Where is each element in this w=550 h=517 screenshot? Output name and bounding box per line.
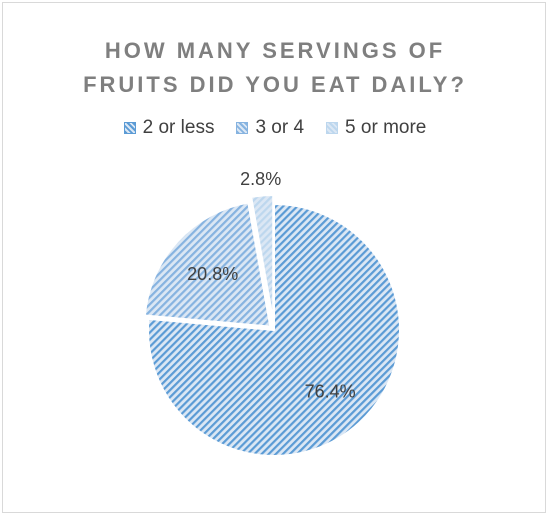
pie-slices (143, 194, 401, 457)
data-label-5-or-more: 2.8% (240, 169, 281, 189)
legend-swatch-2-or-less (123, 122, 136, 134)
legend-item-3-or-4: 3 or 4 (236, 117, 304, 139)
legend-swatch-5-or-more (326, 122, 339, 134)
slice-2-or-less (147, 202, 401, 457)
chart-legend: 2 or less 3 or 4 5 or more (0, 117, 550, 139)
legend-label-3-or-4: 3 or 4 (255, 117, 305, 138)
slice-5-or-more (249, 194, 275, 322)
data-label-2-or-less: 76.4% (305, 381, 356, 401)
legend-swatch-3-or-4 (236, 122, 249, 134)
pie-data-labels: 76.4% 20.8% 2.8% (187, 169, 356, 401)
slice-3-or-4 (143, 201, 272, 328)
chart-title: HOW MANY SERVINGS OF FRUITS DID YOU EAT … (0, 34, 550, 102)
chart-title-line-1: HOW MANY SERVINGS OF (104, 38, 446, 63)
chart-title-line-2: FRUITS DID YOU EAT DAILY? (83, 72, 467, 97)
legend-label-5-or-more: 5 or more (345, 117, 427, 138)
legend-item-2-or-less: 2 or less (123, 117, 215, 139)
legend-item-5-or-more: 5 or more (326, 117, 426, 139)
data-label-3-or-4: 20.8% (187, 264, 238, 284)
legend-label-2-or-less: 2 or less (142, 117, 215, 138)
